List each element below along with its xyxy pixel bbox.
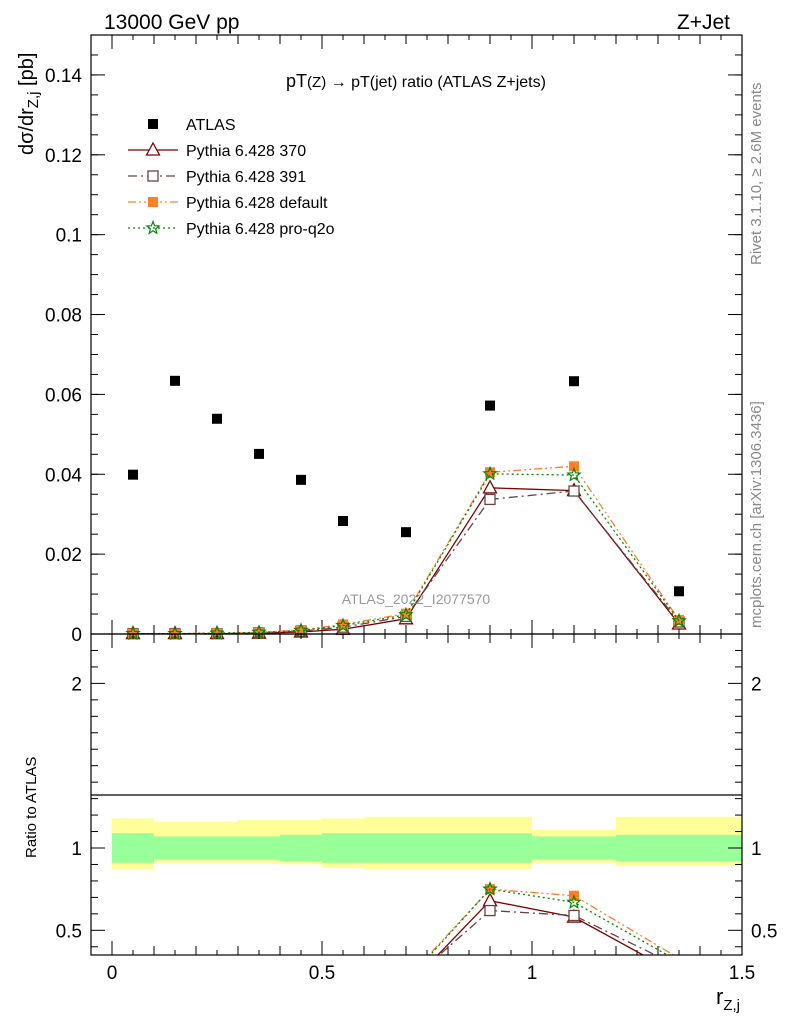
main-panel: 0 0.02 0.04 0.06 0.08 0.1 0.12 0.14 pT(Z) → pT(… — [16, 34, 743, 646]
ratio-xlabel: rZ,j — [716, 984, 740, 1014]
ratio-band-stat — [154, 836, 196, 860]
ratio-band-stat — [322, 833, 364, 863]
ratio-band-stat — [112, 833, 154, 863]
data-point — [484, 493, 496, 506]
data-point — [569, 376, 579, 387]
ratio-axis-ticks: 0.5 0.5 1 1 2 2 0 0.5 1 1.5 — [56, 634, 777, 984]
data-point — [482, 465, 498, 481]
data-point — [128, 469, 138, 480]
ratio-ytick-label-right: 2 — [751, 674, 762, 695]
data-point — [569, 461, 579, 472]
ratio-series-layer — [428, 881, 675, 955]
legend-label: Pythia 6.428 370 — [186, 143, 306, 160]
main-ytick-label: 0 — [71, 625, 82, 646]
legend: ATLAS Pythia 6.428 370 Pythia 6.428 391 Pyt… — [128, 117, 335, 238]
data-point — [338, 515, 348, 526]
data-point — [296, 625, 306, 636]
ratio-band-stat — [196, 836, 238, 860]
ratio-band-stat — [448, 833, 532, 863]
legend-entry: Pythia 6.428 391 — [128, 169, 306, 186]
ratio-ylabel: Ratio to ATLAS — [23, 757, 40, 858]
chart-title: pT(Z) → pT(jet) ratio (ATLAS Z+jets) — [286, 71, 546, 91]
ratio-band-stat — [532, 836, 616, 860]
ratio-panel: 0.5 0.5 1 1 2 2 0 0.5 1 1.5 Ratio to ATLAS rZ,j — [23, 633, 777, 1014]
analysis-watermark: ATLAS_2022_I2077570 — [342, 591, 491, 607]
data-point — [485, 400, 495, 411]
series-3 — [128, 461, 684, 639]
main-ytick-label: 0.02 — [45, 545, 82, 566]
ratio-ytick-label-right: 0.5 — [751, 921, 777, 942]
main-ytick-label: 0.1 — [56, 226, 82, 247]
legend-entry: Pythia 6.428 default — [128, 195, 328, 212]
ratio-band-stat — [238, 836, 280, 860]
series-0 — [128, 375, 684, 597]
ratio-ytick-label: 0.5 — [56, 921, 82, 942]
data-point — [568, 485, 580, 497]
ratio-series-3 — [429, 881, 669, 955]
legend-marker — [148, 197, 158, 207]
data-point — [335, 617, 351, 633]
ratio-series-line — [438, 909, 657, 955]
ratio-xtick-label: 0 — [107, 963, 118, 984]
main-ytick-label: 0.14 — [45, 66, 82, 87]
legend-entry: ATLAS — [148, 117, 236, 134]
data-point — [212, 413, 222, 424]
main-ylabel: dσ/drZ,j [pb] — [16, 53, 42, 155]
ratio-band-stat — [616, 834, 742, 862]
ratio-xtick-label: 1.5 — [729, 963, 755, 984]
legend-label: Pythia 6.428 pro-q2o — [186, 221, 335, 238]
mcplots-label: mcplots.cern.ch [arXiv:1306.3436] — [748, 401, 765, 628]
data-point — [485, 467, 495, 478]
main-axis-ticks: 0 0.02 0.04 0.06 0.08 0.1 0.12 0.14 — [45, 34, 743, 646]
ratio-ytick-label: 1 — [71, 839, 82, 860]
ratio-data-point — [568, 909, 580, 922]
data-point — [566, 466, 582, 482]
data-point — [401, 527, 411, 538]
series-line — [133, 473, 680, 635]
legend-marker — [145, 219, 161, 235]
ratio-data-point — [566, 894, 582, 909]
ratio-series-line — [428, 888, 675, 955]
legend-entry: Pythia 6.428 pro-q2o — [128, 219, 335, 238]
data-point — [296, 474, 306, 485]
data-point — [398, 606, 414, 622]
legend-label: ATLAS — [186, 117, 236, 134]
legend-marker — [147, 170, 159, 182]
data-point — [671, 612, 687, 628]
header-energy: 13000 GeV pp — [104, 11, 239, 34]
data-point — [254, 448, 264, 459]
main-ytick-label: 0.06 — [45, 385, 82, 406]
ratio-ytick-label-right: 1 — [751, 839, 762, 860]
ratio-uncertainty-bands — [112, 816, 742, 870]
ratio-series-1 — [438, 904, 657, 955]
ratio-xtick-label: 0.5 — [309, 963, 335, 984]
legend-label: Pythia 6.428 default — [186, 195, 328, 212]
ratio-ytick-label: 2 — [71, 674, 82, 695]
ratio-band-stat — [280, 834, 322, 862]
legend-marker — [145, 141, 161, 156]
data-point — [170, 375, 180, 386]
data-point — [674, 586, 684, 597]
data-point — [482, 479, 498, 494]
main-ytick-label: 0.08 — [45, 306, 82, 327]
data-point — [338, 619, 348, 630]
ratio-series-line — [436, 899, 645, 955]
ratio-band-stat — [364, 833, 448, 863]
legend-entry: Pythia 6.428 370 — [128, 141, 306, 160]
main-ytick-label: 0.12 — [45, 146, 82, 167]
ratio-frame — [90, 633, 743, 956]
legend-label: Pythia 6.428 391 — [186, 169, 306, 186]
main-ytick-label: 0.04 — [45, 465, 82, 486]
header-process: Z+Jet — [677, 11, 730, 34]
ratio-data-point — [482, 881, 498, 896]
data-point — [293, 622, 309, 638]
ratio-data-point — [484, 904, 496, 917]
rivet-version-label: Rivet 3.1.10, ≥ 2.6M events — [748, 83, 765, 266]
ratio-xtick-label: 1 — [527, 963, 538, 984]
legend-marker — [148, 119, 158, 129]
data-point — [212, 628, 222, 639]
